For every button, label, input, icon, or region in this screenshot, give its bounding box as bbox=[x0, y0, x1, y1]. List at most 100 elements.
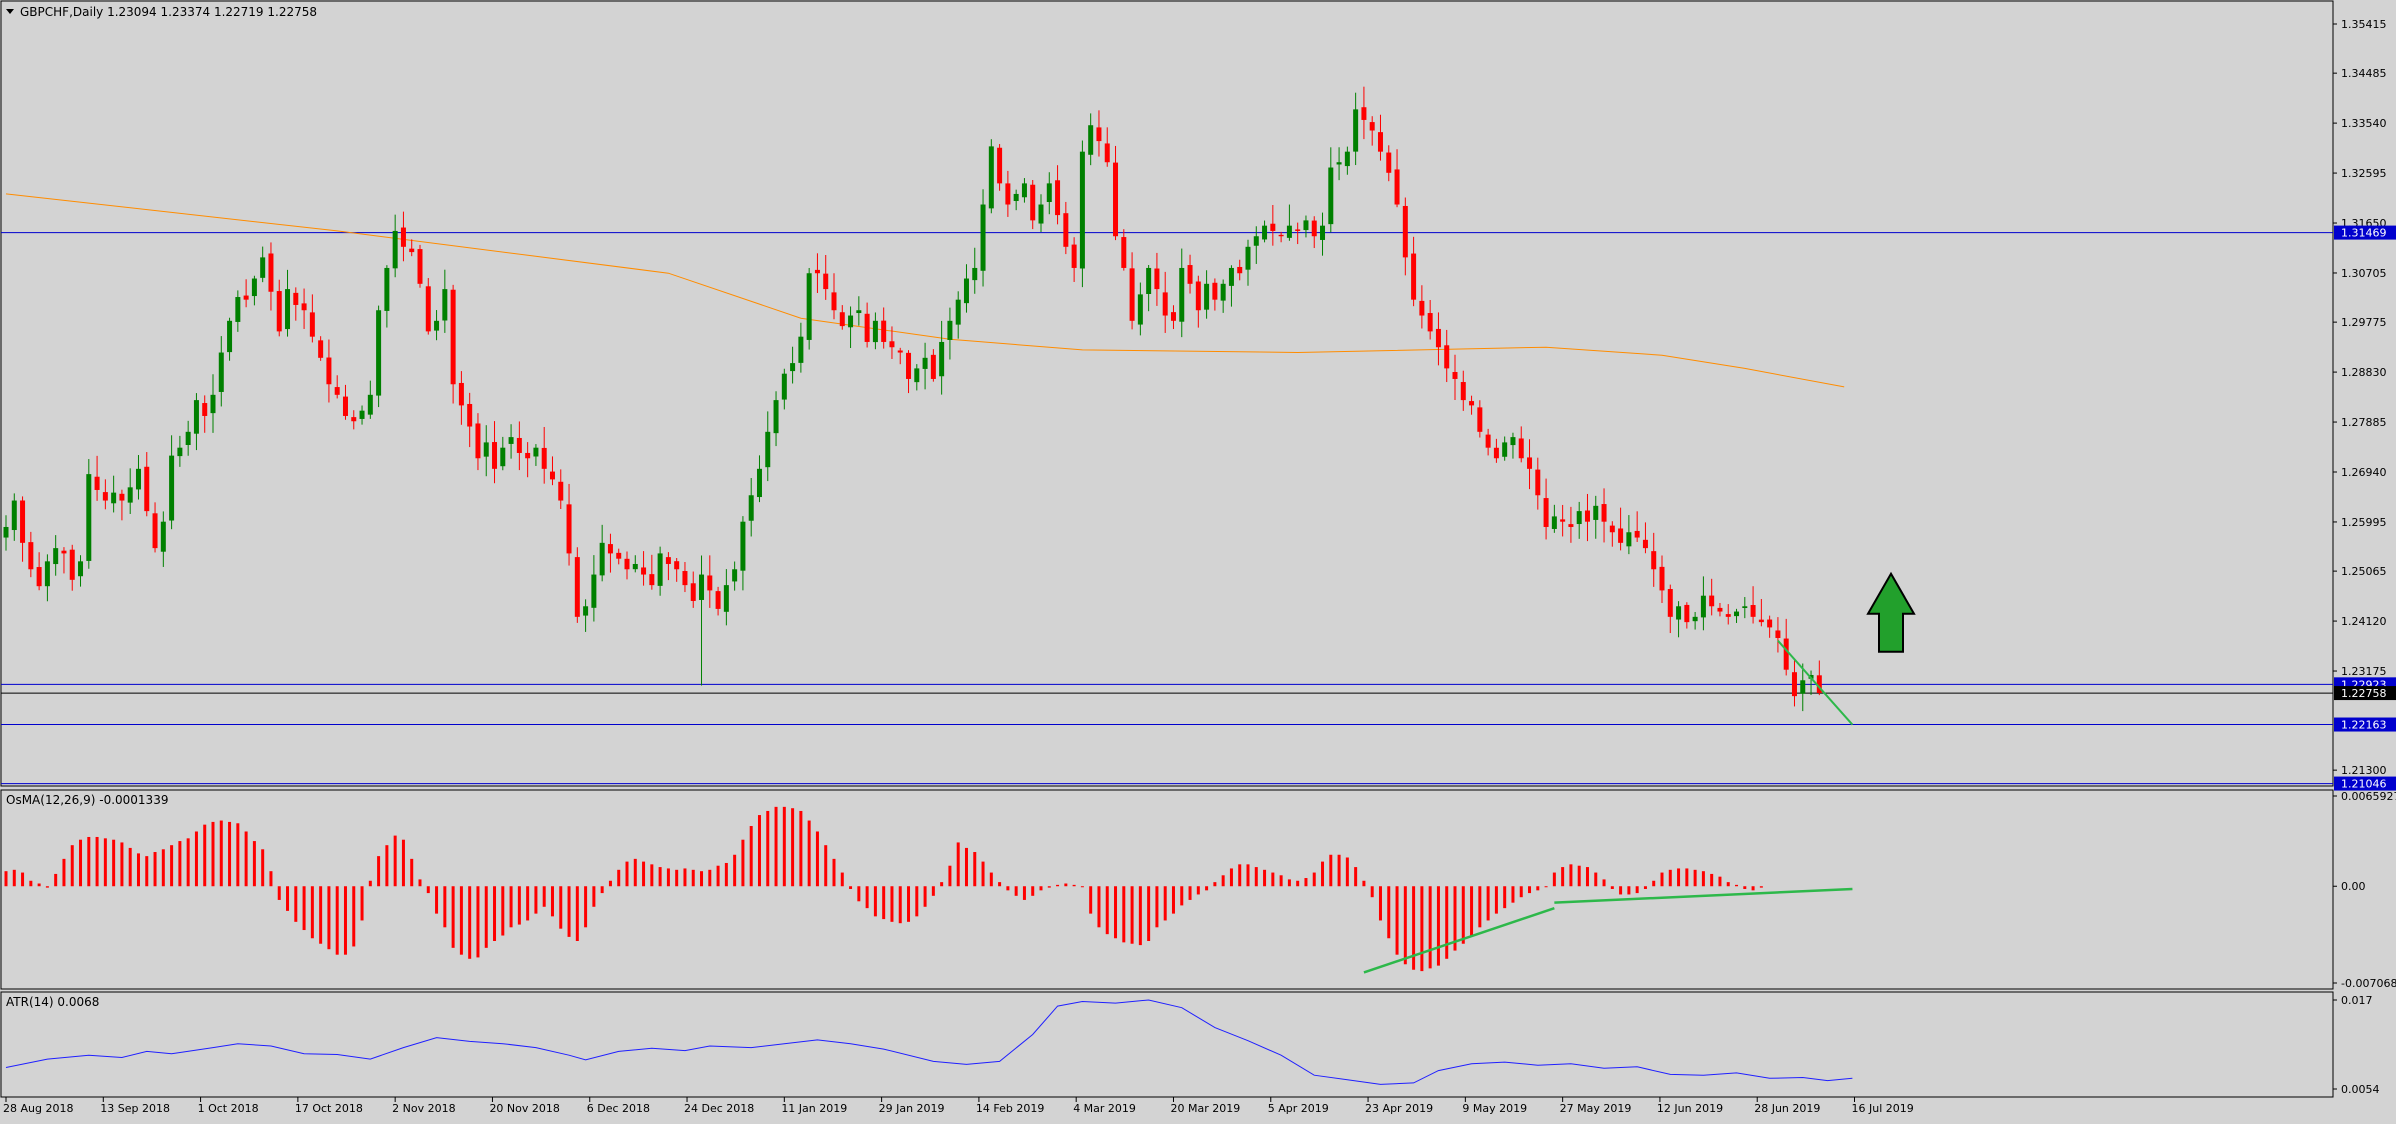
candle-body bbox=[334, 387, 340, 395]
price-tick-label: 1.30705 bbox=[2341, 267, 2387, 280]
candle-body bbox=[1618, 528, 1624, 543]
osma-bar bbox=[418, 879, 422, 887]
osma-bar bbox=[575, 886, 579, 941]
osma-bar bbox=[600, 886, 604, 894]
atr-line bbox=[5, 999, 1853, 1085]
osma-bar bbox=[1180, 886, 1184, 906]
price-tick-label: 1.34485 bbox=[2341, 67, 2387, 80]
candle-body bbox=[376, 310, 382, 396]
osma-bar bbox=[54, 873, 58, 887]
candle-body bbox=[1725, 614, 1731, 617]
candle-body bbox=[1005, 183, 1011, 205]
candle-body bbox=[243, 295, 249, 300]
candle-body bbox=[293, 292, 299, 305]
osma-bar bbox=[1726, 882, 1730, 887]
osma-bar bbox=[931, 886, 935, 896]
candle-body bbox=[748, 495, 754, 521]
candle-body bbox=[1353, 109, 1359, 152]
candle-body bbox=[533, 447, 539, 457]
osma-pane[interactable]: 0.0065927 0.00 -0.0070686 OsMA(12,26,9) -0… bbox=[0, 789, 2396, 990]
osma-bar bbox=[1412, 886, 1416, 970]
candle-body bbox=[483, 442, 489, 457]
candle-body bbox=[1634, 530, 1640, 538]
osma-bar bbox=[468, 886, 472, 959]
osma-bar bbox=[87, 836, 91, 887]
candle-body bbox=[53, 548, 59, 565]
osma-bar bbox=[898, 886, 902, 924]
candle-body bbox=[798, 336, 804, 363]
osma-bar bbox=[1337, 854, 1341, 887]
candle-body bbox=[309, 312, 315, 337]
collapse-triangle-icon[interactable] bbox=[6, 9, 14, 14]
candle-body bbox=[1469, 401, 1475, 406]
osma-bar bbox=[4, 871, 8, 887]
price-level-label: 1.22758 bbox=[2341, 687, 2387, 700]
candle-body bbox=[1096, 127, 1102, 142]
candle-body bbox=[1543, 498, 1549, 527]
candle-body bbox=[1063, 213, 1069, 247]
osma-tick-label: 0.0065927 bbox=[2341, 790, 2396, 803]
candle-body bbox=[400, 227, 406, 247]
osma-bar bbox=[1122, 886, 1126, 943]
osma-bar bbox=[1287, 879, 1291, 887]
candle-body bbox=[492, 442, 498, 469]
osma-bar bbox=[1759, 886, 1763, 888]
osma-axis: 0.0065927 0.00 -0.0070686 bbox=[2333, 790, 2396, 990]
osma-bar bbox=[70, 845, 74, 887]
candle-body bbox=[914, 368, 920, 383]
candle-body bbox=[268, 253, 274, 292]
candle-body bbox=[541, 447, 547, 469]
candle-body bbox=[641, 567, 647, 575]
osma-bar bbox=[542, 886, 546, 907]
osma-bar bbox=[393, 835, 397, 887]
osma-bar bbox=[1528, 886, 1532, 894]
price-level-tag bbox=[2334, 776, 2396, 791]
candle-body bbox=[1510, 437, 1516, 446]
price-tick-label: 1.25065 bbox=[2341, 565, 2387, 578]
candle-body bbox=[442, 289, 448, 321]
candle-body bbox=[450, 289, 456, 385]
osma-bar bbox=[1619, 886, 1623, 895]
osma-bar bbox=[1296, 880, 1300, 887]
horizontal-levels bbox=[1, 232, 2333, 785]
time-tick-label: 29 Jan 2019 bbox=[879, 1102, 945, 1115]
osma-bar bbox=[294, 886, 298, 922]
time-tick-label: 20 Mar 2019 bbox=[1170, 1102, 1240, 1115]
osma-tick-label: -0.0070686 bbox=[2341, 977, 2396, 990]
osma-bar bbox=[1735, 884, 1739, 887]
candle-body bbox=[86, 474, 92, 561]
candle-body bbox=[732, 569, 738, 582]
osma-bar bbox=[1022, 886, 1026, 900]
price-level-label: 1.31469 bbox=[2341, 227, 2387, 240]
price-level-tag bbox=[2334, 717, 2396, 732]
candle-body bbox=[1518, 438, 1524, 459]
osma-bar bbox=[95, 836, 99, 887]
osma-bar bbox=[633, 858, 637, 887]
atr-pane[interactable]: 0.017 0.0054 ATR(14) 0.0068 bbox=[0, 991, 2380, 1098]
candle-body bbox=[392, 230, 398, 269]
osma-bar bbox=[1577, 865, 1581, 887]
candle-body bbox=[475, 423, 481, 459]
candle-body bbox=[1452, 372, 1458, 379]
candle-body bbox=[28, 542, 34, 570]
candle-body bbox=[500, 447, 506, 467]
candle-body bbox=[1684, 604, 1690, 623]
price-pane[interactable]: 1.354151.344851.335401.325951.316501.307… bbox=[0, 0, 2396, 791]
osma-bar bbox=[410, 858, 414, 887]
candle-body bbox=[61, 550, 67, 554]
candle-body bbox=[574, 557, 580, 617]
candle-body bbox=[1568, 524, 1574, 527]
osma-bar bbox=[832, 858, 836, 887]
candle-body bbox=[1800, 680, 1806, 694]
osma-bar bbox=[691, 869, 695, 887]
candle-body bbox=[185, 431, 191, 445]
atr-tick-label: 0.0054 bbox=[2341, 1083, 2380, 1096]
osma-bar bbox=[559, 886, 563, 929]
candle-body bbox=[1278, 234, 1284, 237]
candle-body bbox=[94, 476, 100, 490]
osma-bar bbox=[302, 886, 306, 931]
osma-bar bbox=[1047, 886, 1051, 888]
osma-bar bbox=[269, 871, 273, 887]
osma-bar bbox=[1701, 871, 1705, 887]
